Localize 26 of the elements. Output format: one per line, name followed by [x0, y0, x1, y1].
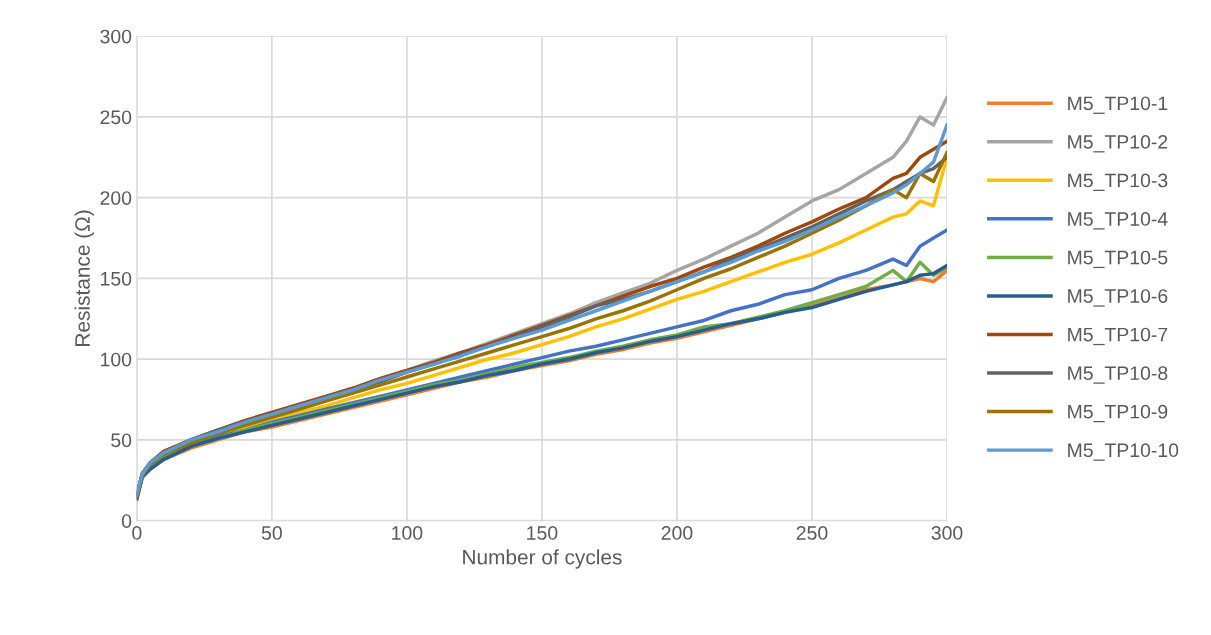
y-tick-label: 100 — [101, 352, 132, 367]
legend-label: M5_TP10-8 — [1068, 366, 1168, 384]
y-tick-label: 250 — [100, 110, 132, 125]
legend-label: M5_TP10-7 — [1068, 327, 1168, 346]
legend-label: M5_TP10-2 — [1068, 135, 1168, 153]
legend-label: M5_TP10-1 — [1068, 96, 1168, 114]
x-tick-label: 150 — [527, 526, 558, 540]
legend-label: M5_TP10-4 — [1068, 212, 1168, 230]
y-tick-label: 50 — [111, 433, 132, 448]
legend-label: M5_TP10-6 — [1068, 289, 1168, 307]
y-tick-label: 200 — [100, 191, 132, 205]
x-tick-label: 250 — [796, 526, 828, 540]
x-tick-label: 50 — [261, 526, 282, 540]
x-tick-label: 0 — [132, 526, 142, 540]
y-tick-label: 0 — [121, 514, 132, 528]
x-tick-label: 100 — [392, 526, 423, 540]
legend-label: M5_TP10-5 — [1068, 250, 1168, 269]
x-tick-label: 200 — [661, 526, 693, 540]
legend-label: M5_TP10-9 — [1068, 404, 1168, 423]
y-tick-label: 300 — [100, 29, 132, 44]
x-axis-title: Number of cycles — [463, 549, 622, 569]
legend-label: M5_TP10-10 — [1068, 443, 1179, 461]
legend-label: M5_TP10-3 — [1068, 173, 1168, 191]
y-axis-title: Resistance (Ω) — [74, 210, 94, 346]
y-tick-label: 150 — [101, 271, 132, 286]
x-tick-label: 300 — [931, 526, 963, 540]
